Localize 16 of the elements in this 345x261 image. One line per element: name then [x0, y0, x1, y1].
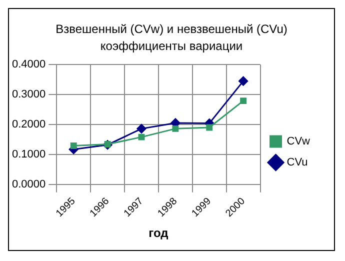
legend-label: CVu — [286, 156, 308, 169]
legend-label: CVw — [286, 136, 310, 148]
y-tick-label: 0.3000 — [12, 88, 46, 101]
y-tick-label: 0.2000 — [12, 118, 46, 131]
chart-title: Взвешенный (CVw) и невзвешеный (CVu) коэффициенты вариации — [54, 21, 288, 55]
point — [70, 142, 77, 149]
x-axis-title: год — [148, 226, 169, 240]
point — [238, 76, 248, 86]
point — [136, 124, 146, 134]
point — [138, 134, 145, 140]
point — [206, 124, 213, 131]
point — [240, 98, 247, 104]
y-tick-label: 0.1000 — [12, 148, 46, 160]
y-tick-label: 0.0000 — [12, 178, 46, 190]
y-tick-label: 0.4000 — [12, 58, 46, 71]
point — [172, 125, 179, 132]
